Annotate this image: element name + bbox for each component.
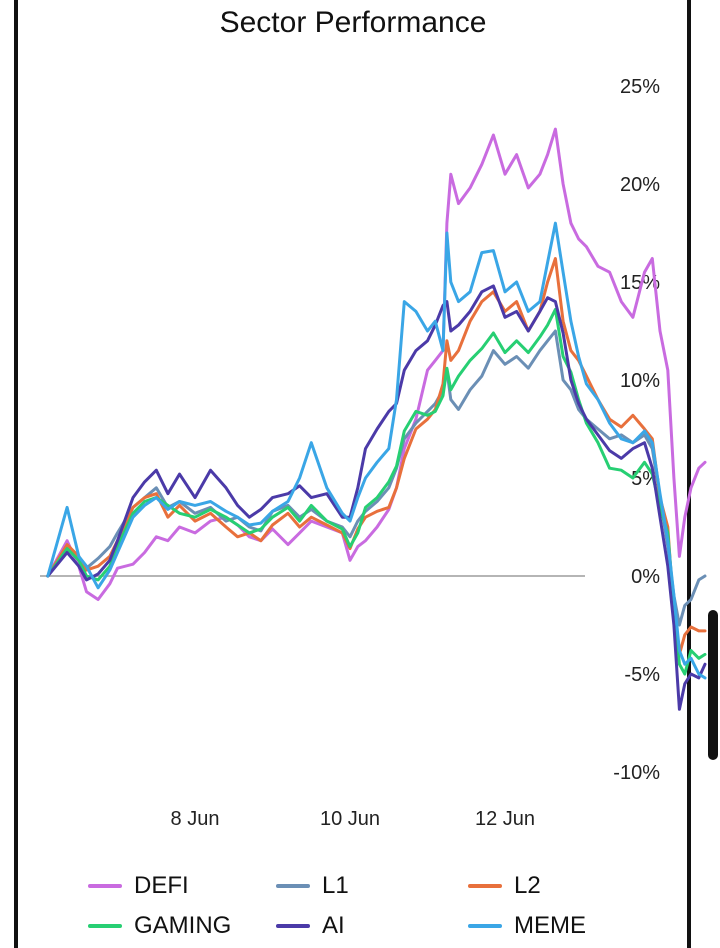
legend-item-l1: L1 [276,872,349,900]
x-axis-ticks: 8 Jun 10 Jun 12 Jun [171,808,536,830]
series-line-gaming [46,307,707,676]
y-tick-label: 15% [620,272,660,294]
x-tick-label: 12 Jun [475,808,535,830]
legend-swatch [276,884,310,888]
legend-label: L2 [514,872,541,899]
legend-item-gaming: GAMING [88,912,231,940]
y-tick-label: 10% [620,370,660,392]
series-line-ai [46,284,707,711]
y-tick-label: 25% [620,76,660,98]
series-line-meme [46,221,707,680]
legend-label: GAMING [134,912,232,939]
legend-label: AI [322,912,345,939]
legend-item-meme: MEME [468,912,586,940]
legend-swatch [88,924,122,928]
frame-left-edge [14,0,18,948]
y-tick-label: -10% [613,762,660,784]
frame-right-edge [687,0,691,948]
y-axis-ticks: 25%20%15%10%5%0%-5%-10% [613,76,660,784]
legend-item-l2: L2 [468,872,541,900]
y-tick-label: -5% [624,664,660,686]
series-lines [46,127,707,711]
series-line-l2 [46,257,707,656]
y-tick-label: 20% [620,174,660,196]
legend-swatch [276,924,310,928]
legend-label: MEME [514,912,586,939]
legend-label: DEFI [134,872,189,899]
legend-item-defi: DEFI [88,872,189,900]
series-line-defi [46,127,707,601]
chart-title: Sector Performance [219,6,487,39]
legend-item-ai: AI [276,912,345,940]
legend-label: L1 [322,872,349,899]
y-tick-label: 0% [631,566,660,588]
x-tick-label: 8 Jun [171,808,220,830]
scrollbar-thumb[interactable] [708,610,718,760]
legend-swatch [468,924,502,928]
legend-swatch [88,884,122,888]
legend-swatch [468,884,502,888]
x-tick-label: 10 Jun [320,808,380,830]
